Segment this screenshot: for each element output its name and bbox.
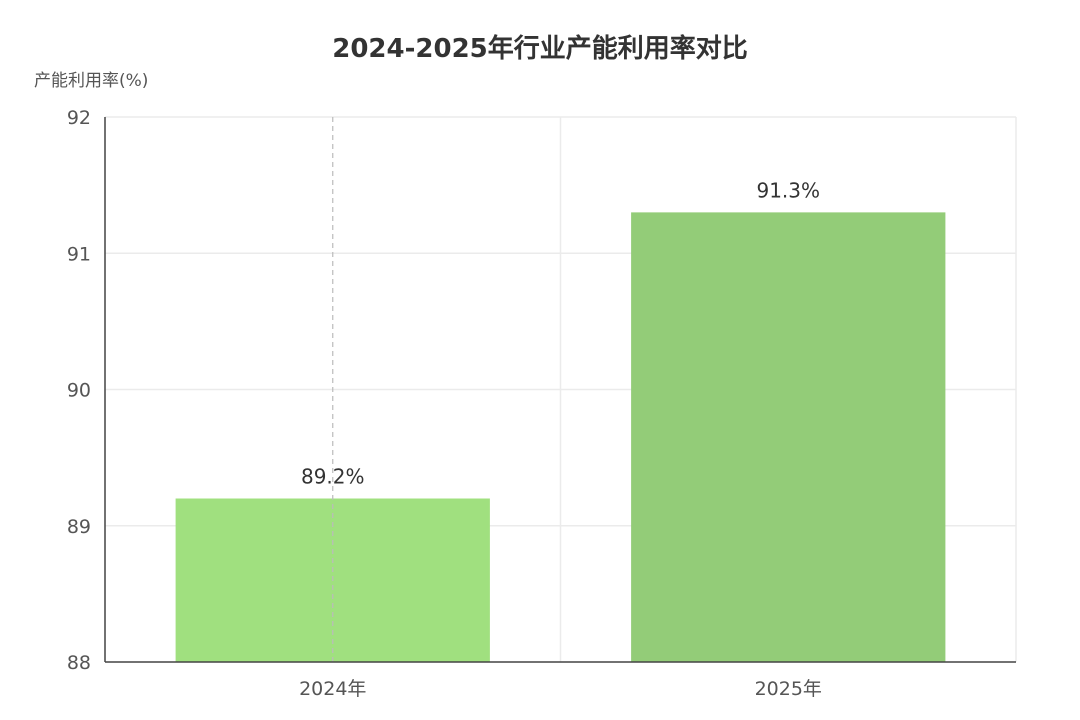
y-axis-label: 产能利用率(%)	[34, 71, 149, 91]
data-label: 89.2%	[301, 465, 365, 489]
y-tick-label: 90	[67, 380, 91, 402]
labels: 88 89 90 91 92 89.2% 2024年 91.3% 2025年	[67, 107, 822, 700]
chart-title: 2024-2025年行业产能利用率对比	[332, 34, 748, 64]
y-tick-label: 88	[67, 652, 91, 674]
y-tick-label: 89	[67, 516, 91, 538]
y-tick-label: 91	[67, 243, 91, 265]
x-tick-label: 2024年	[299, 678, 366, 700]
bar-2	[631, 212, 946, 662]
x-tick-label: 2025年	[755, 678, 822, 700]
y-tick-label: 92	[67, 107, 91, 129]
data-label: 91.3%	[756, 178, 820, 202]
axes	[104, 117, 1016, 663]
